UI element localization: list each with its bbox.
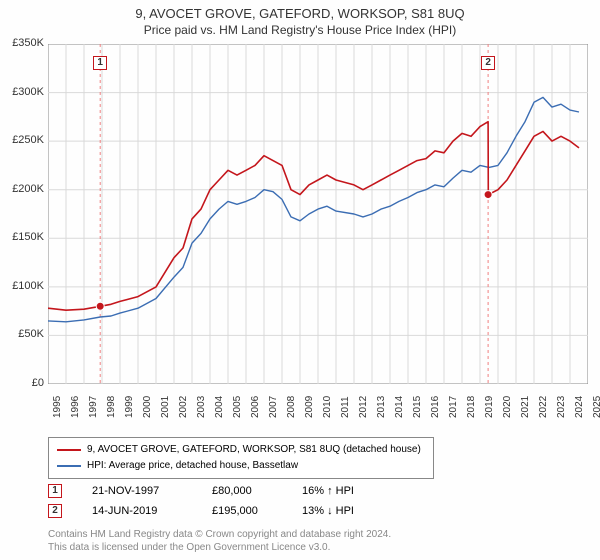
x-tick-label: 2002: [178, 378, 189, 418]
y-tick-label: £100K: [4, 280, 44, 292]
marker-label-2: 2: [48, 504, 62, 518]
x-tick-label: 2008: [286, 378, 297, 418]
x-tick-label: 2025: [592, 378, 600, 418]
x-tick-label: 2018: [466, 378, 477, 418]
sale-price-2: £195,000: [212, 505, 272, 517]
sale-note-2: 13% ↓ HPI: [302, 505, 354, 517]
x-tick-label: 2006: [250, 378, 261, 418]
x-tick-label: 2015: [412, 378, 423, 418]
x-tick-label: 2020: [502, 378, 513, 418]
chart-subtitle: Price paid vs. HM Land Registry's House …: [0, 23, 600, 37]
marker-label-1: 1: [48, 484, 62, 498]
footnote: Contains HM Land Registry data © Crown c…: [48, 528, 391, 554]
x-tick-label: 1997: [88, 378, 99, 418]
x-tick-label: 2017: [448, 378, 459, 418]
x-tick-label: 2016: [430, 378, 441, 418]
y-tick-label: £150K: [4, 231, 44, 243]
chart-plot: [48, 44, 588, 384]
x-tick-label: 2014: [394, 378, 405, 418]
x-tick-label: 2011: [340, 378, 351, 418]
x-tick-label: 2012: [358, 378, 369, 418]
sale-note-1: 16% ↑ HPI: [302, 485, 354, 497]
footnote-line-1: Contains HM Land Registry data © Crown c…: [48, 528, 391, 541]
x-tick-label: 2007: [268, 378, 279, 418]
chart-marker-2: 2: [481, 56, 495, 70]
legend-swatch-1: [57, 449, 81, 451]
y-tick-label: £200K: [4, 183, 44, 195]
chart-marker-1: 1: [93, 56, 107, 70]
legend-label-2: HPI: Average price, detached house, Bass…: [87, 458, 298, 474]
x-tick-label: 1996: [70, 378, 81, 418]
x-tick-label: 2013: [376, 378, 387, 418]
legend-label-1: 9, AVOCET GROVE, GATEFORD, WORKSOP, S81 …: [87, 442, 421, 458]
x-tick-label: 2001: [160, 378, 171, 418]
y-tick-label: £0: [4, 377, 44, 389]
sale-price-1: £80,000: [212, 485, 272, 497]
sale-date-1: 21-NOV-1997: [92, 485, 182, 497]
chart-title: 9, AVOCET GROVE, GATEFORD, WORKSOP, S81 …: [0, 6, 600, 21]
x-tick-label: 2005: [232, 378, 243, 418]
y-tick-label: £300K: [4, 86, 44, 98]
x-tick-label: 2024: [574, 378, 585, 418]
x-tick-label: 2022: [538, 378, 549, 418]
sale-row-1: 1 21-NOV-1997 £80,000 16% ↑ HPI: [48, 484, 354, 498]
x-tick-label: 2021: [520, 378, 531, 418]
x-tick-label: 2010: [322, 378, 333, 418]
sale-row-2: 2 14-JUN-2019 £195,000 13% ↓ HPI: [48, 504, 354, 518]
x-tick-label: 1998: [106, 378, 117, 418]
legend: 9, AVOCET GROVE, GATEFORD, WORKSOP, S81 …: [48, 437, 434, 479]
y-tick-label: £250K: [4, 134, 44, 146]
x-tick-label: 2004: [214, 378, 225, 418]
x-tick-label: 1995: [52, 378, 63, 418]
legend-swatch-2: [57, 465, 81, 467]
y-tick-label: £350K: [4, 37, 44, 49]
y-tick-label: £50K: [4, 328, 44, 340]
sale-date-2: 14-JUN-2019: [92, 505, 182, 517]
x-tick-label: 2003: [196, 378, 207, 418]
x-tick-label: 2000: [142, 378, 153, 418]
x-tick-label: 2023: [556, 378, 567, 418]
x-tick-label: 2019: [484, 378, 495, 418]
x-tick-label: 2009: [304, 378, 315, 418]
x-tick-label: 1999: [124, 378, 135, 418]
footnote-line-2: This data is licensed under the Open Gov…: [48, 541, 391, 554]
